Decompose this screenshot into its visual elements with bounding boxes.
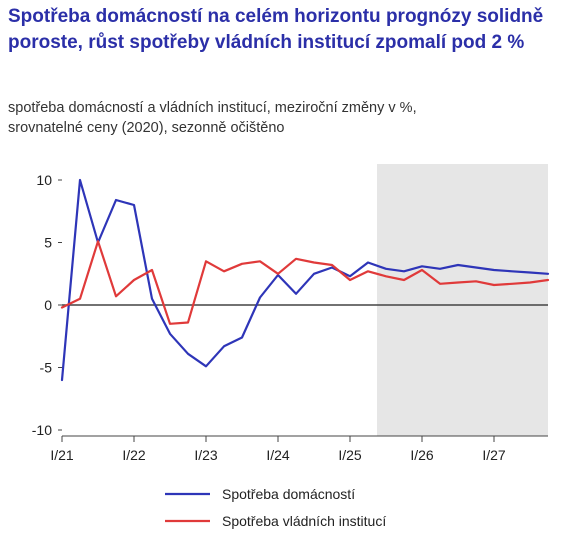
series-line-1 [60, 178, 550, 382]
y-tick-label: -10 [32, 422, 52, 438]
x-tick-label: I/22 [122, 447, 146, 463]
legend-label-2: Spotřeba vládních institucí [222, 513, 386, 529]
x-tick-label: I/27 [482, 447, 506, 463]
x-tick-label: I/25 [338, 447, 362, 463]
y-tick-label: -5 [40, 360, 53, 376]
chart-subtitle: spotřeba domácností a vládních institucí… [8, 98, 568, 138]
forecast-shaded-region [377, 164, 548, 436]
series-layer [60, 178, 550, 382]
legend-label-1: Spotřeba domácností [222, 486, 355, 502]
y-tick-label: 5 [44, 235, 52, 251]
chart-title: Spotřeba domácností na celém horizontu p… [8, 6, 544, 53]
x-tick-label: I/24 [266, 447, 290, 463]
x-tick-label: I/26 [410, 447, 434, 463]
x-tick-label: I/21 [50, 447, 74, 463]
x-axis: I/21 I/22 I/23 I/24 I/25 I/26 I/27 [50, 435, 548, 463]
series-line-2 [60, 240, 550, 325]
chart-subtitle-line-2: srovnatelné ceny (2020), sezonně očištěn… [8, 120, 285, 136]
y-tick-label: 0 [44, 297, 52, 313]
y-tick-label: 10 [36, 172, 52, 188]
x-tick-label: I/23 [194, 447, 218, 463]
legend: Spotřeba domácností Spotřeba vládních ins… [165, 486, 386, 529]
y-axis: 10 5 0 -5 -10 [32, 172, 62, 438]
chart-subtitle-line-1: spotřeba domácností a vládních institucí… [8, 100, 417, 116]
